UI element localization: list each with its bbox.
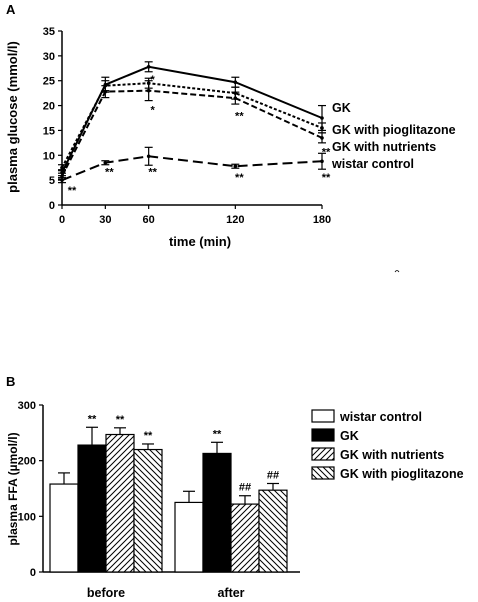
significance-mark: ## bbox=[267, 469, 279, 481]
series-line-gk-with-pioglitazone bbox=[61, 82, 323, 169]
panel-b-letter: B bbox=[6, 374, 15, 389]
series-label-gk-with-nutrients: GK with nutrients bbox=[332, 140, 436, 154]
panel-b-bar-chart: 0 100 200 300 ** ** ** before ** ## ## after wistar … bbox=[18, 400, 464, 600]
panel-b-ylabel: plasma FFA (µmol/l) bbox=[6, 432, 20, 545]
panel-a-y-tick-label: 15 bbox=[43, 125, 55, 137]
category-label-before: before bbox=[87, 586, 125, 600]
significance-mark: ** bbox=[213, 428, 222, 440]
legend-label-gk: GK bbox=[340, 429, 359, 443]
significance-mark: ** bbox=[68, 185, 77, 197]
bar-gk-after bbox=[202, 452, 232, 573]
significance-mark: ## bbox=[239, 482, 251, 494]
significance-mark: * bbox=[151, 105, 156, 117]
category-label-after: after bbox=[217, 586, 244, 600]
panel-a-xlabel: time (min) bbox=[169, 234, 231, 249]
data-point bbox=[103, 160, 108, 165]
significance-mark: * bbox=[151, 74, 156, 86]
data-point bbox=[103, 89, 108, 94]
panel-b-y-tick-label: 300 bbox=[18, 400, 36, 412]
legend-swatch-gk-with-nutrients bbox=[311, 447, 335, 461]
bar-wistar-control-after bbox=[174, 501, 204, 573]
data-point bbox=[146, 154, 151, 159]
significance-mark: ** bbox=[322, 172, 331, 184]
series-label-wistar-control: wistar control bbox=[331, 157, 414, 171]
bar-gk-with-nutrients-after bbox=[230, 503, 260, 573]
data-point bbox=[233, 164, 238, 169]
panel-b-y-tick-label: 0 bbox=[30, 567, 36, 579]
panel-a-y-tick-label: 30 bbox=[43, 51, 55, 63]
legend-swatch-gk-with-pioglitazone bbox=[311, 466, 335, 480]
panel-a-y-tick-label: 5 bbox=[49, 175, 55, 187]
panel-a-x-tick-label: 120 bbox=[226, 214, 244, 226]
data-point bbox=[233, 80, 238, 85]
data-point bbox=[146, 88, 151, 93]
data-point bbox=[60, 165, 64, 170]
stray-mark bbox=[394, 270, 400, 273]
panel-a-letter: A bbox=[6, 2, 16, 17]
data-point bbox=[320, 159, 324, 164]
panel-a-y-tick-label: 25 bbox=[43, 76, 55, 88]
panel-a-x-tick-label: 30 bbox=[99, 214, 111, 226]
data-point bbox=[320, 136, 324, 140]
legend-label-gk-with-pioglitazone: GK with pioglitazone bbox=[340, 467, 464, 481]
series-label-gk-with-pioglitazone: GK with pioglitazone bbox=[332, 123, 456, 137]
panel-a-ylabel: plasma glucose (mmol/l) bbox=[5, 41, 20, 193]
data-point bbox=[146, 64, 151, 69]
panel-a-y-tick-label: 0 bbox=[49, 200, 55, 212]
significance-mark: ** bbox=[144, 430, 153, 442]
legend-swatch-gk bbox=[311, 428, 335, 442]
series-label-gk: GK bbox=[332, 101, 351, 115]
significance-mark: ** bbox=[148, 167, 157, 179]
legend-label-wistar-control: wistar control bbox=[339, 410, 422, 424]
panel-a-y-tick-label: 10 bbox=[43, 150, 55, 162]
bar-gk-with-nutrients-before bbox=[105, 433, 135, 573]
panel-a-y-tick-label: 20 bbox=[43, 101, 55, 113]
data-point bbox=[320, 126, 324, 130]
series-line-wistar-control bbox=[61, 155, 323, 182]
bar-gk-with-pioglitazone-before bbox=[133, 448, 163, 573]
significance-mark: ** bbox=[235, 111, 244, 123]
panel-a-line-chart: 0 5 10 15 20 25 30 35 0 30 60 120 180 GK GK with piogl… bbox=[43, 26, 456, 226]
legend-label-gk-with-nutrients: GK with nutrients bbox=[340, 448, 444, 462]
bar-gk-with-pioglitazone-after bbox=[258, 489, 288, 573]
data-point bbox=[233, 96, 238, 100]
bar-gk-before bbox=[77, 444, 107, 573]
panel-a-x-tick-label: 0 bbox=[59, 214, 65, 226]
significance-mark: ** bbox=[88, 413, 97, 425]
panel-b-y-tick-label: 100 bbox=[18, 511, 36, 523]
data-point bbox=[60, 178, 64, 182]
data-point bbox=[320, 116, 324, 120]
panel-a-x-tick-label: 60 bbox=[143, 214, 155, 226]
series-line-gk bbox=[61, 65, 323, 174]
bar-wistar-control-before bbox=[49, 483, 79, 573]
legend-swatch-wistar-control bbox=[311, 409, 335, 423]
panel-a-y-tick-label: 35 bbox=[43, 26, 55, 38]
significance-mark: ** bbox=[116, 414, 125, 426]
significance-mark: ** bbox=[235, 172, 244, 184]
panel-b-y-tick-label: 200 bbox=[18, 456, 36, 468]
significance-mark: ** bbox=[322, 146, 331, 158]
panel-a-x-tick-label: 180 bbox=[313, 214, 331, 226]
significance-mark: ** bbox=[105, 167, 114, 179]
